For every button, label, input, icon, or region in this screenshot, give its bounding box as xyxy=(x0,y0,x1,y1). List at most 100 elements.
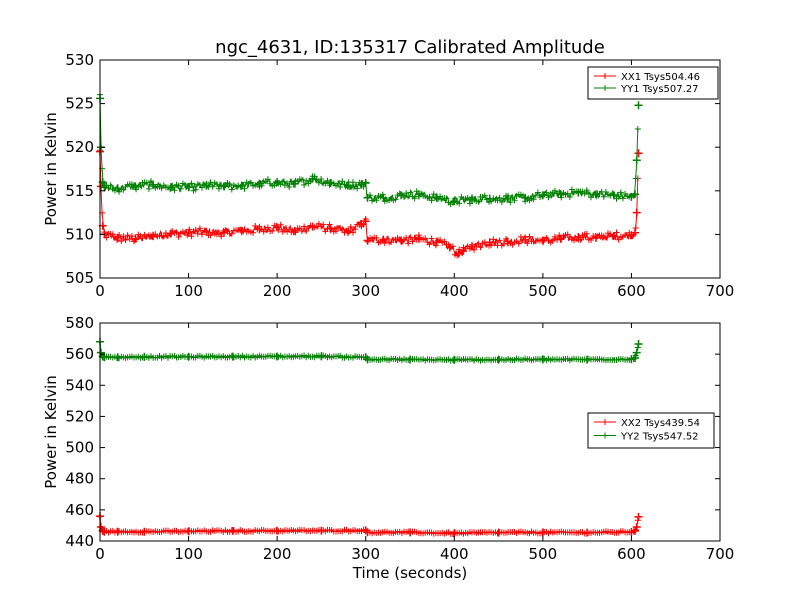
legend-marker xyxy=(602,432,608,439)
data-point xyxy=(494,528,503,537)
data-point xyxy=(131,234,140,243)
axes-frame xyxy=(99,322,721,542)
data-point xyxy=(632,348,641,357)
data-point xyxy=(269,227,276,234)
x-tick-label: 400 xyxy=(440,545,469,563)
data-point xyxy=(184,228,193,237)
data-point xyxy=(634,101,643,110)
data-point xyxy=(363,236,372,245)
data-point xyxy=(361,526,370,535)
data-point xyxy=(298,176,305,183)
data-point xyxy=(403,190,410,197)
data-point xyxy=(140,352,149,361)
data-point xyxy=(592,233,600,242)
data-point xyxy=(615,193,622,200)
y-tick-label: 560 xyxy=(65,345,94,363)
x-tick-label: 700 xyxy=(706,282,735,300)
data-point xyxy=(405,240,412,247)
x-tick-label: 300 xyxy=(351,545,380,563)
data-point xyxy=(241,185,248,192)
x-tick-label: 0 xyxy=(95,545,105,563)
data-point xyxy=(450,197,459,206)
data-point xyxy=(361,217,370,226)
x-tick-label: 200 xyxy=(263,282,292,300)
data-point xyxy=(122,237,129,243)
data-point xyxy=(363,193,372,202)
data-point xyxy=(583,528,592,537)
data-point xyxy=(556,234,565,243)
data-point xyxy=(406,355,414,364)
data-point xyxy=(184,527,193,536)
data-point xyxy=(209,183,216,190)
data-point xyxy=(538,236,547,245)
data-point xyxy=(213,181,220,188)
data-point xyxy=(566,194,573,200)
data-point xyxy=(449,243,456,250)
data-point xyxy=(120,233,127,240)
data-point xyxy=(228,186,235,193)
data-point xyxy=(250,229,257,236)
x-tick-label: 0 xyxy=(95,282,105,300)
legend-marker xyxy=(602,85,608,91)
series-xx2 xyxy=(96,512,643,538)
data-point xyxy=(113,353,122,362)
data-point xyxy=(207,179,214,186)
legend-marker xyxy=(602,73,608,79)
data-point xyxy=(373,234,380,241)
data-point xyxy=(124,232,131,239)
data-point xyxy=(171,187,178,194)
data-point xyxy=(273,526,282,535)
data-point xyxy=(315,179,322,186)
data-point xyxy=(556,190,565,199)
series-yy2 xyxy=(96,337,643,364)
data-point xyxy=(344,181,352,190)
data-point xyxy=(220,182,228,191)
y-axis-label: Power in Kelvin xyxy=(42,112,60,226)
data-point xyxy=(498,199,505,205)
data-point xyxy=(619,195,626,202)
data-point xyxy=(428,197,435,204)
data-point xyxy=(373,197,380,204)
data-point xyxy=(627,355,636,364)
data-point xyxy=(585,191,592,198)
data-point xyxy=(352,226,359,233)
data-point xyxy=(143,179,150,186)
data-point xyxy=(456,200,463,207)
data-point xyxy=(634,512,643,521)
data-point xyxy=(317,526,326,535)
data-point xyxy=(414,190,423,199)
data-point xyxy=(574,233,583,241)
data-point xyxy=(583,187,590,194)
data-point xyxy=(192,186,199,193)
data-point xyxy=(317,352,326,361)
data-point xyxy=(627,528,636,536)
data-point xyxy=(113,233,122,242)
data-point xyxy=(339,178,346,185)
data-point xyxy=(428,235,435,242)
data-point xyxy=(564,190,571,197)
data-point xyxy=(363,528,372,537)
x-axis-label: Time (seconds) xyxy=(352,564,468,582)
data-point xyxy=(521,193,530,202)
data-point xyxy=(631,354,639,362)
data-point xyxy=(475,198,482,205)
data-point xyxy=(107,182,114,189)
data-point xyxy=(118,238,125,245)
data-point xyxy=(192,226,199,233)
data-point xyxy=(468,195,476,204)
data-point xyxy=(326,224,335,233)
data-point xyxy=(459,247,468,255)
legend-entry: XX1 Tsys504.46 xyxy=(621,72,700,83)
data-point xyxy=(422,235,429,242)
series-yy1 xyxy=(96,91,643,208)
y-tick-label: 520 xyxy=(65,407,94,425)
data-point xyxy=(308,222,317,231)
data-point xyxy=(521,235,530,244)
data-point xyxy=(237,181,246,190)
data-point xyxy=(177,185,184,192)
data-point xyxy=(175,182,182,189)
data-point xyxy=(632,523,641,531)
data-point xyxy=(220,228,228,237)
data-point xyxy=(534,189,541,196)
